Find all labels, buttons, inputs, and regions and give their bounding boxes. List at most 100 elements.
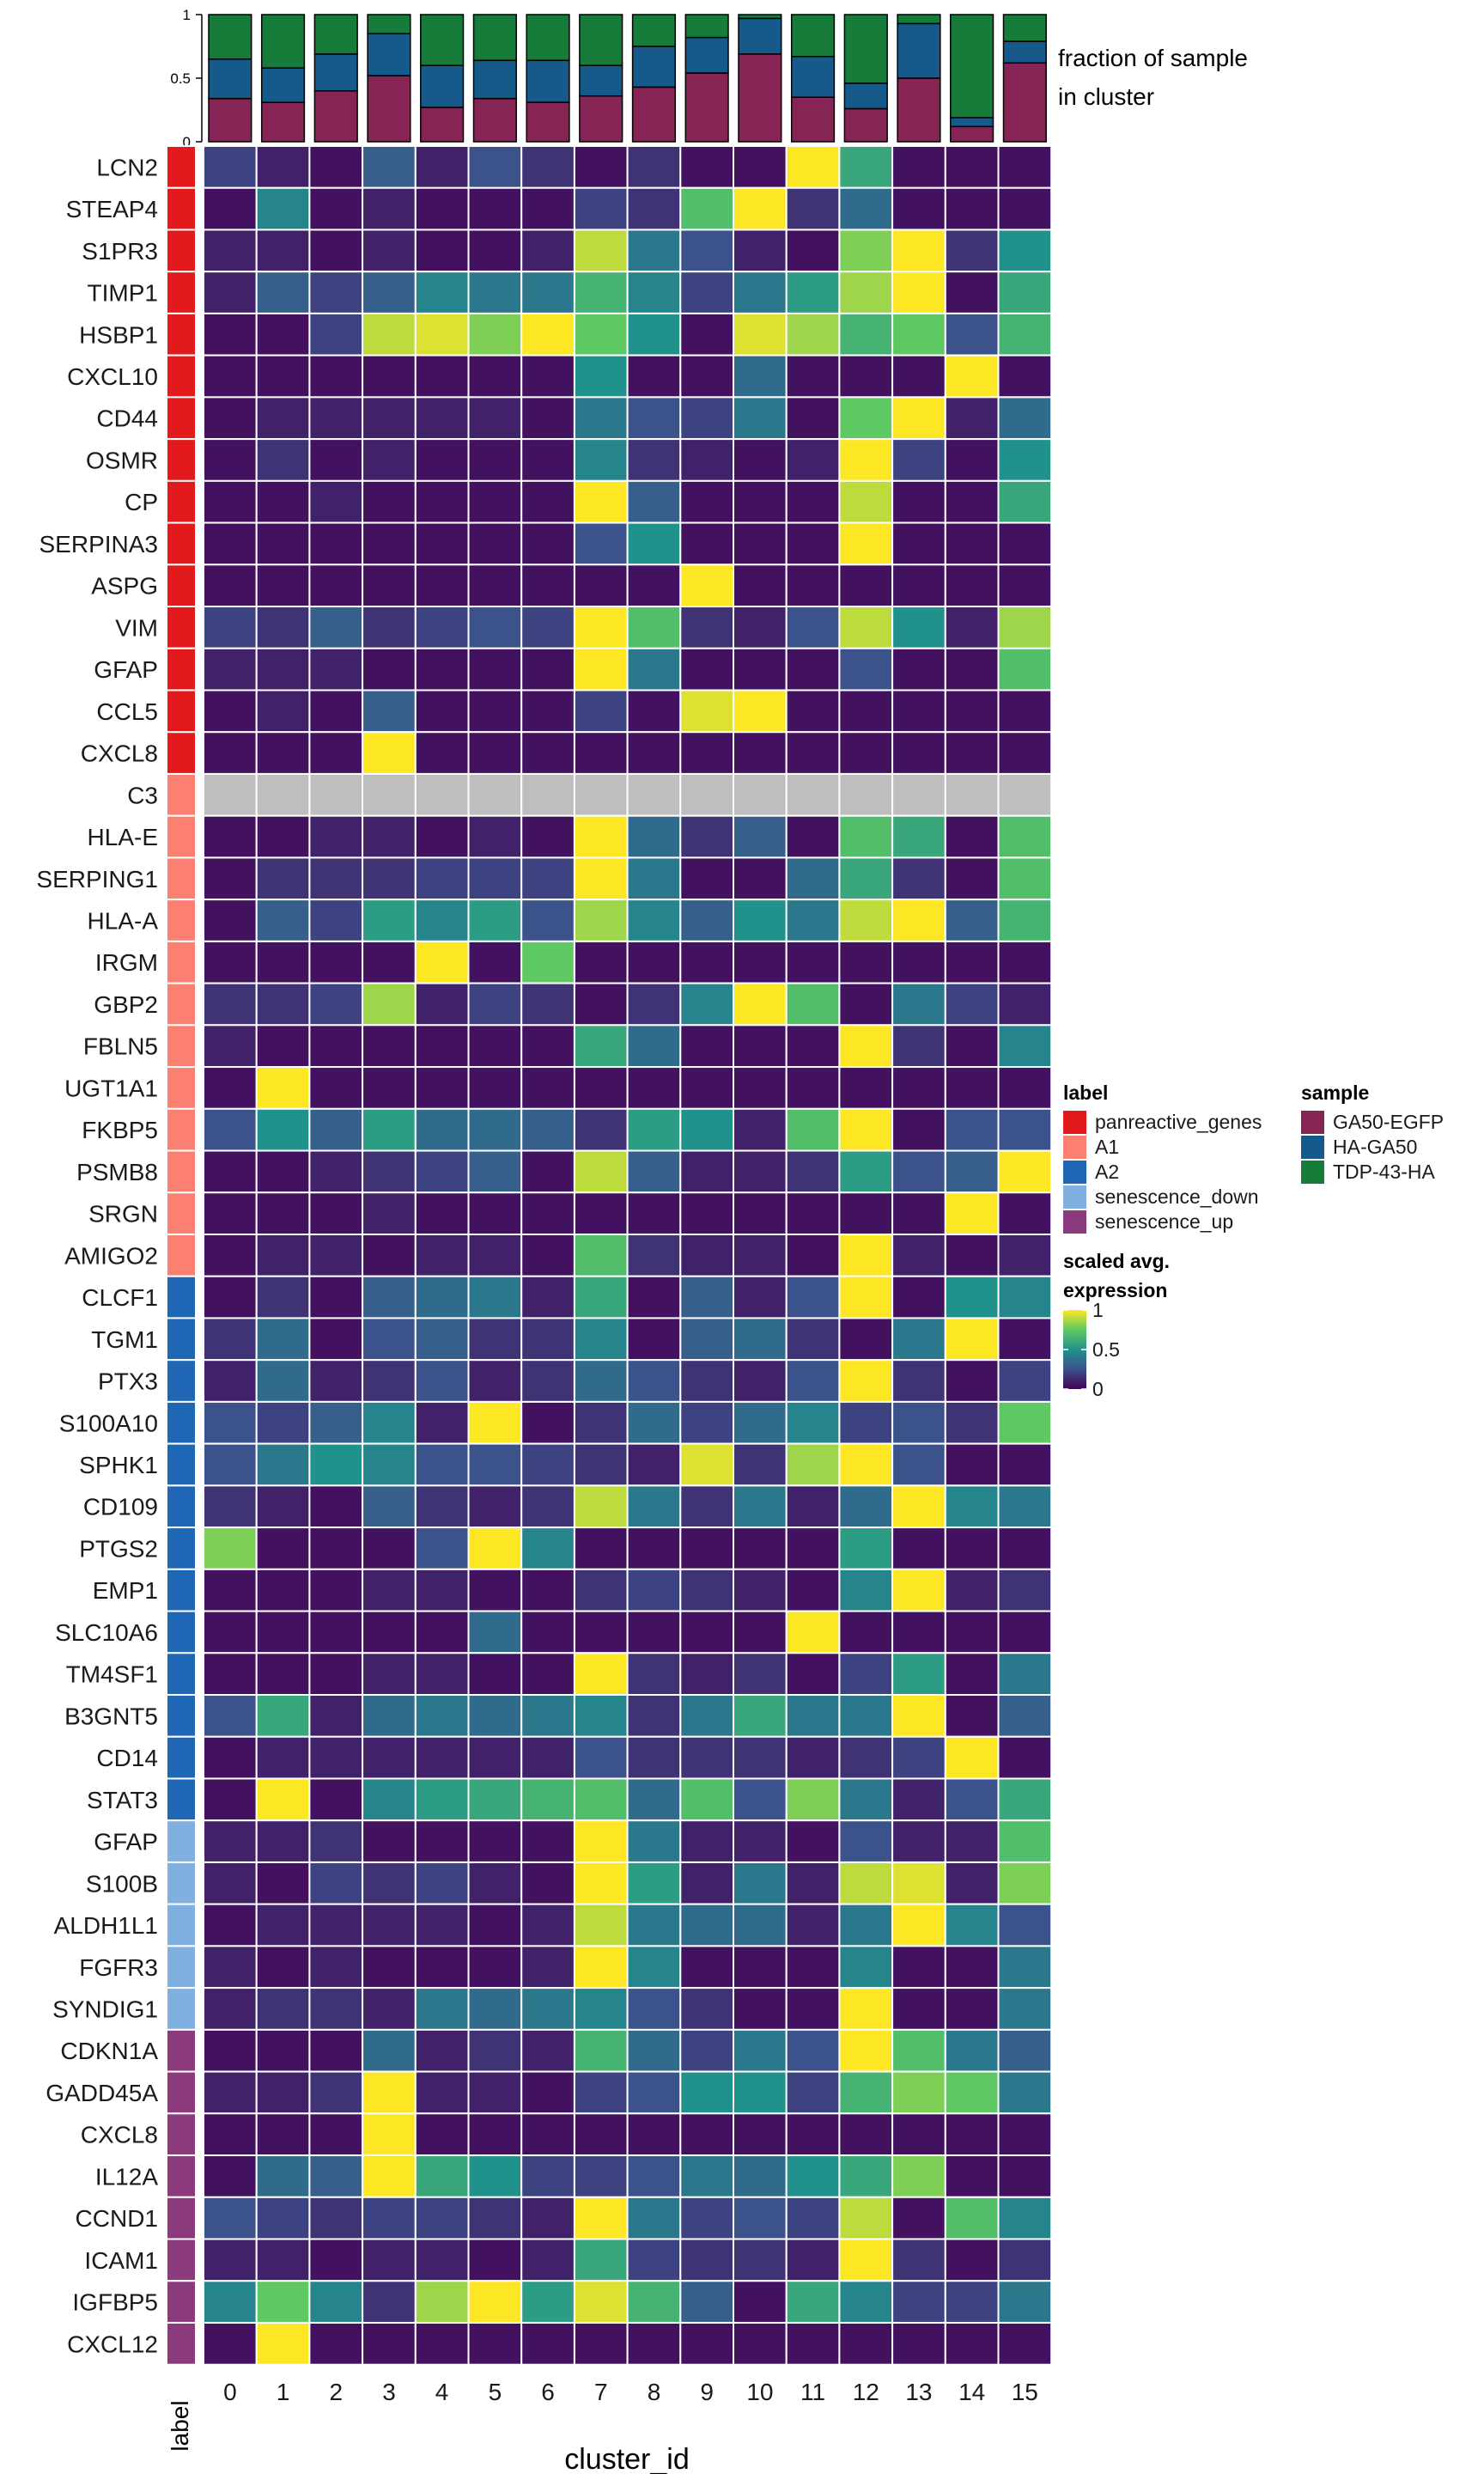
heatmap-cell — [944, 1400, 1000, 1445]
label-annotation-cell — [166, 564, 197, 608]
heatmap-cell — [362, 1777, 417, 1822]
heatmap-cell — [838, 1149, 894, 1194]
heatmap-cell — [626, 647, 682, 692]
heatmap-cell — [733, 479, 788, 524]
heatmap-cell — [203, 2238, 258, 2282]
heatmap-cell — [891, 1987, 946, 2031]
legend-sample-item: GA50-EGFP — [1333, 1111, 1444, 1133]
heatmap-cell — [203, 1233, 258, 1277]
heatmap-cell — [838, 1107, 894, 1152]
heatmap-cell — [520, 1275, 575, 1319]
heatmap-cell — [891, 1275, 946, 1319]
heatmap-cell — [255, 1777, 311, 1822]
heatmap-cell — [785, 145, 841, 189]
heatmap-cell — [573, 564, 629, 608]
gene-label: TIMP1 — [88, 280, 158, 307]
heatmap-cell — [785, 2112, 841, 2157]
heatmap-cell — [997, 606, 1053, 649]
heatmap-cell — [838, 1233, 894, 1277]
gene-label: HSBP1 — [79, 321, 158, 348]
heatmap-cell — [573, 856, 629, 901]
heatmap-cell — [573, 2070, 629, 2115]
heatmap-cell — [891, 1819, 946, 1863]
heatmap-cell — [520, 521, 575, 566]
label-annotation-cell — [166, 1945, 197, 1990]
gene-label: CXCL8 — [81, 2122, 158, 2148]
heatmap-cell — [838, 647, 894, 692]
heatmap-cell — [891, 2280, 946, 2324]
heatmap-cell — [733, 940, 788, 984]
heatmap-cell — [414, 479, 470, 524]
gene-label: SRGN — [88, 1201, 158, 1228]
label-annotation-cell — [166, 772, 197, 817]
heatmap-cell — [308, 689, 364, 734]
heatmap-cell — [573, 689, 629, 734]
heatmap-cell — [308, 1610, 364, 1654]
heatmap-cell — [203, 1735, 258, 1780]
heatmap-cell — [626, 396, 682, 441]
heatmap-cell — [679, 1777, 734, 1822]
heatmap-cell — [255, 1735, 311, 1780]
heatmap-cell — [203, 1359, 258, 1403]
heatmap-cell — [679, 271, 734, 314]
label-annotation-cell — [166, 689, 197, 734]
heatmap-cell — [467, 1107, 523, 1152]
heatmap-cell — [573, 229, 629, 273]
heatmap-cell — [733, 1275, 788, 1319]
heatmap-cell — [997, 2238, 1053, 2282]
heatmap-cell — [203, 2154, 258, 2198]
heatmap-cell — [838, 271, 894, 314]
heatmap-cell — [414, 1400, 470, 1445]
heatmap-cell — [255, 1400, 311, 1445]
heatmap-cell — [308, 229, 364, 273]
heatmap-cell — [414, 982, 470, 1027]
heatmap-cell — [414, 940, 470, 984]
heatmap-cell — [203, 396, 258, 441]
heatmap-cell — [203, 354, 258, 399]
heatmap-cell — [785, 2238, 841, 2282]
fraction-bar-segment — [420, 64, 465, 108]
heatmap-cell — [573, 396, 629, 441]
heatmap-cell — [679, 2028, 734, 2073]
heatmap-cell — [944, 1819, 1000, 1863]
heatmap-cell — [733, 1024, 788, 1069]
heatmap-cell — [362, 1275, 417, 1319]
heatmap-cell — [997, 731, 1053, 775]
heatmap-cell — [733, 2070, 788, 2115]
heatmap-cell — [203, 1903, 258, 1947]
heatmap-cell — [467, 1610, 523, 1654]
heatmap-cell — [255, 2112, 311, 2157]
heatmap-cell — [626, 940, 682, 984]
gene-label: ALDH1L1 — [54, 1912, 158, 1939]
fraction-bar-segment — [843, 82, 888, 110]
heatmap-cell — [626, 1903, 682, 1947]
heatmap-cell — [308, 731, 364, 775]
heatmap-cell — [520, 1233, 575, 1277]
heatmap-cell — [626, 2112, 682, 2157]
label-annotation-cell — [166, 1735, 197, 1780]
fraction-bar-segment — [897, 22, 941, 79]
heatmap-cell — [891, 940, 946, 984]
heatmap-cell — [467, 229, 523, 273]
fraction-bar-segment — [260, 67, 306, 103]
fraction-bar-segment — [260, 14, 306, 69]
heatmap-cell — [626, 186, 682, 231]
cluster-label: 7 — [594, 2379, 608, 2405]
heatmap-cell — [573, 1735, 629, 1780]
heatmap-cell — [997, 2112, 1053, 2157]
fraction-tick-label: 0 — [183, 134, 191, 150]
heatmap-cell — [679, 1107, 734, 1152]
heatmap-cell — [255, 1568, 311, 1612]
heatmap-cell — [733, 1777, 788, 1822]
heatmap-cell — [785, 647, 841, 692]
heatmap-cell — [362, 2196, 417, 2240]
heatmap-cell — [997, 521, 1053, 566]
heatmap-cell — [414, 271, 470, 314]
heatmap-cell — [626, 1777, 682, 1822]
heatmap-cell — [362, 1987, 417, 2031]
heatmap-cell — [308, 1400, 364, 1445]
gene-label: CCND1 — [76, 2205, 158, 2232]
heatmap-cell — [785, 186, 841, 231]
heatmap-cell — [944, 396, 1000, 441]
